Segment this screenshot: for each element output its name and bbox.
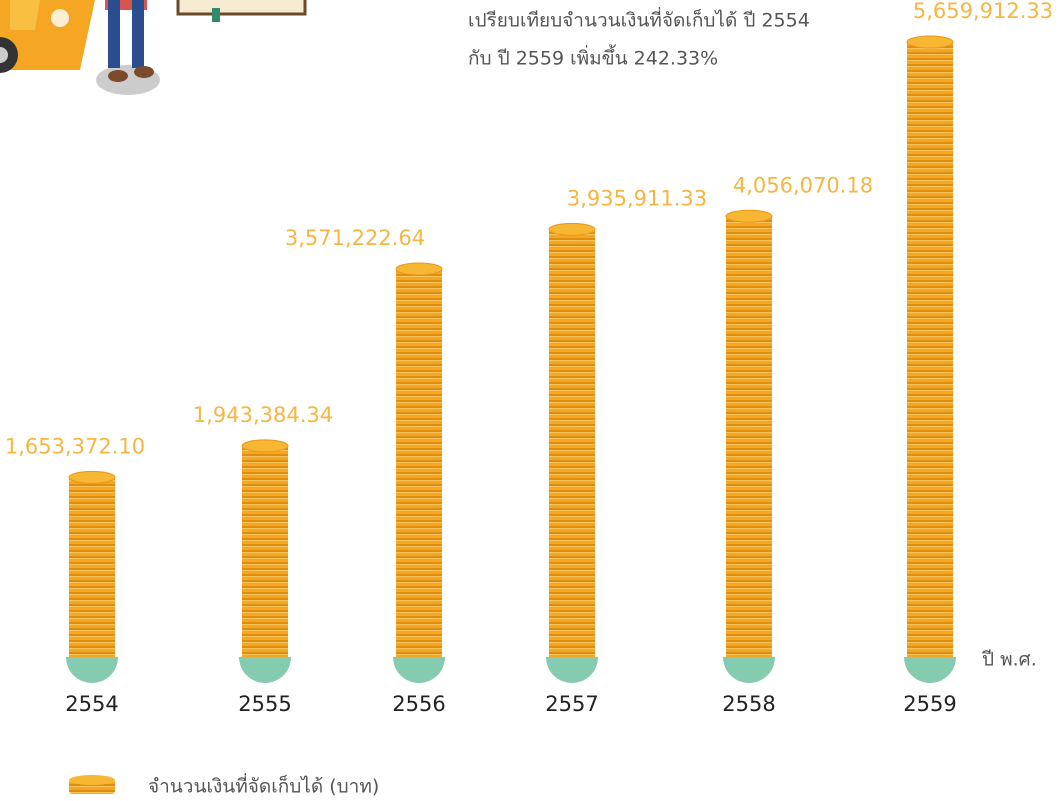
annotation: เปรียบเทียบจำนวนเงินที่จัดเก็บได้ ปี 255… bbox=[468, 7, 810, 32]
value-label: 1,653,372.10 bbox=[5, 434, 145, 458]
coin-stack bbox=[726, 216, 772, 657]
stack-base bbox=[66, 657, 118, 683]
coin-top bbox=[907, 36, 953, 48]
coin-top bbox=[549, 223, 595, 235]
value-label: 5,659,912.33 bbox=[913, 0, 1053, 23]
x-tick-label: 2555 bbox=[238, 692, 291, 716]
stack-base bbox=[239, 657, 291, 683]
stack-base bbox=[723, 657, 775, 683]
x-tick-label: 2556 bbox=[392, 692, 445, 716]
stack-base bbox=[546, 657, 598, 683]
stack-base bbox=[904, 657, 956, 683]
x-tick-label: 2557 bbox=[545, 692, 598, 716]
coin-stack bbox=[69, 477, 115, 657]
coin-top bbox=[396, 263, 442, 275]
x-tick-label: 2554 bbox=[65, 692, 118, 716]
annotation: กับ ปี 2559 เพิ่มขึ้น 242.33% bbox=[468, 45, 718, 70]
stack-base bbox=[393, 657, 445, 683]
value-label: 3,935,911.33 bbox=[567, 186, 707, 210]
x-tick-label: 2558 bbox=[722, 692, 775, 716]
value-label: 4,056,070.18 bbox=[733, 173, 873, 197]
x-axis-label: ปี พ.ศ. bbox=[981, 649, 1037, 671]
legend-label: จำนวนเงินที่จัดเก็บได้ (บาท) bbox=[148, 773, 379, 798]
coin-top bbox=[69, 471, 115, 483]
value-label: 1,943,384.34 bbox=[193, 403, 333, 427]
coin-stack bbox=[242, 446, 288, 657]
coin-stack bbox=[396, 269, 442, 657]
coin-top bbox=[242, 440, 288, 452]
x-tick-label: 2559 bbox=[903, 692, 956, 716]
legend-swatch-top bbox=[69, 775, 115, 785]
coin-stack bbox=[549, 229, 595, 657]
chart: เปรียบเทียบจำนวนเงินที่จัดเก็บได้ ปี 255… bbox=[0, 0, 1061, 801]
coin-stack bbox=[907, 42, 953, 657]
coin-top bbox=[726, 210, 772, 222]
value-label: 3,571,222.64 bbox=[285, 226, 425, 250]
decoration bbox=[0, 0, 305, 95]
